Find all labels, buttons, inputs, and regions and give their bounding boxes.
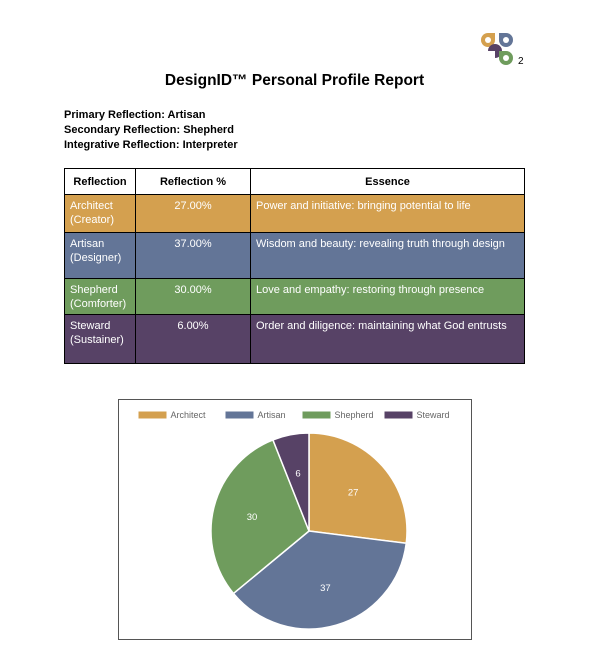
pie-slice-steward (271, 432, 310, 532)
legend-label-artisan: Artisan (258, 410, 286, 420)
reflection-name-cell: Architect (Creator) (64, 194, 136, 233)
chart-legend: Architect Artisan Shepherd Steward (138, 410, 450, 420)
reflection-name-cell: Shepherd (Comforter) (64, 278, 136, 315)
pie-slices (210, 432, 408, 630)
table-row: Architect (Creator) 27.00% Power and init… (64, 194, 525, 233)
column-header-reflection: Reflection (64, 168, 136, 195)
reflection-summary: Primary Reflection: Artisan Secondary Re… (64, 108, 238, 153)
reflection-name: Artisan (70, 238, 105, 250)
legend-label-architect: Architect (171, 410, 207, 420)
reflection-name: Architect (70, 200, 113, 212)
legend-label-steward: Steward (417, 410, 450, 420)
legend-swatch-steward (384, 411, 413, 419)
logo-top-right-petal (499, 33, 513, 47)
integrative-reflection-label: Integrative Reflection: (64, 139, 180, 151)
reflection-percent: 30.00% (135, 278, 251, 315)
legend-swatch-architect (138, 411, 167, 419)
reflection-role: (Comforter) (70, 298, 127, 310)
legend-label-shepherd: Shepherd (335, 410, 374, 420)
reflection-role: (Creator) (70, 214, 115, 226)
reflection-table: Reflection Reflection % Essence Architec… (64, 168, 525, 364)
reflection-role: (Designer) (70, 252, 122, 264)
pie-chart-svg: Architect Artisan Shepherd Steward 27 37 30 6 (138, 410, 450, 630)
pie-label-architect: 27 (348, 488, 359, 499)
reflection-name: Shepherd (70, 284, 118, 296)
designid-logo: 2 (481, 33, 524, 67)
reflection-name: Steward (70, 320, 111, 332)
secondary-reflection: Secondary Reflection: Shepherd (64, 123, 238, 138)
secondary-reflection-value: Shepherd (183, 124, 234, 136)
column-header-percent: Reflection % (135, 168, 251, 195)
column-header-essence: Essence (250, 168, 525, 195)
pie-labels: 27 37 30 6 (247, 469, 359, 594)
table-row: Shepherd (Comforter) 30.00% Love and empa… (64, 278, 525, 315)
reflection-essence: Order and diligence: maintaining what Go… (250, 314, 525, 364)
legend-swatch-shepherd (302, 411, 331, 419)
integrative-reflection-value: Interpreter (182, 139, 238, 151)
reflection-essence: Love and empathy: restoring through pres… (250, 278, 525, 315)
table-row: Steward (Sustainer) 6.00% Order and dilig… (64, 314, 525, 364)
reflection-essence: Power and initiative: bringing potential… (250, 194, 525, 233)
report-title: DesignID™ Personal Profile Report (164, 72, 425, 89)
logo-bottom-left-petal (485, 44, 502, 61)
legend-swatch-artisan (225, 411, 254, 419)
logo-top-left-petal (481, 33, 495, 47)
integrative-reflection: Integrative Reflection: Interpreter (64, 138, 238, 153)
reflection-percent: 37.00% (135, 232, 251, 279)
pie-label-shepherd: 30 (247, 512, 258, 523)
table-row: Artisan (Designer) 37.00% Wisdom and beau… (64, 232, 525, 279)
primary-reflection-label: Primary Reflection: (64, 109, 165, 121)
reflection-name-cell: Steward (Sustainer) (64, 314, 136, 364)
reflection-role: (Sustainer) (70, 334, 124, 346)
reflection-essence: Wisdom and beauty: revealing truth throu… (250, 232, 525, 279)
pie-label-steward: 6 (295, 469, 300, 480)
primary-reflection-value: Artisan (167, 109, 206, 121)
logo-bottom-right-petal (499, 51, 513, 65)
pie-slice-architect (308, 432, 408, 545)
secondary-reflection-label: Secondary Reflection: (64, 124, 181, 136)
pie-slice-artisan (232, 530, 408, 630)
logo-superscript: 2 (518, 56, 524, 67)
pie-label-artisan: 37 (320, 583, 331, 594)
reflection-name-cell: Artisan (Designer) (64, 232, 136, 279)
reflection-pie-chart: Architect Artisan Shepherd Steward 27 37 30 6 (118, 399, 472, 640)
reflection-percent: 27.00% (135, 194, 251, 233)
table-header-row: Reflection Reflection % Essence (64, 168, 525, 195)
pie-slice-shepherd (210, 438, 310, 595)
primary-reflection: Primary Reflection: Artisan (64, 108, 238, 123)
reflection-percent: 6.00% (135, 314, 251, 364)
